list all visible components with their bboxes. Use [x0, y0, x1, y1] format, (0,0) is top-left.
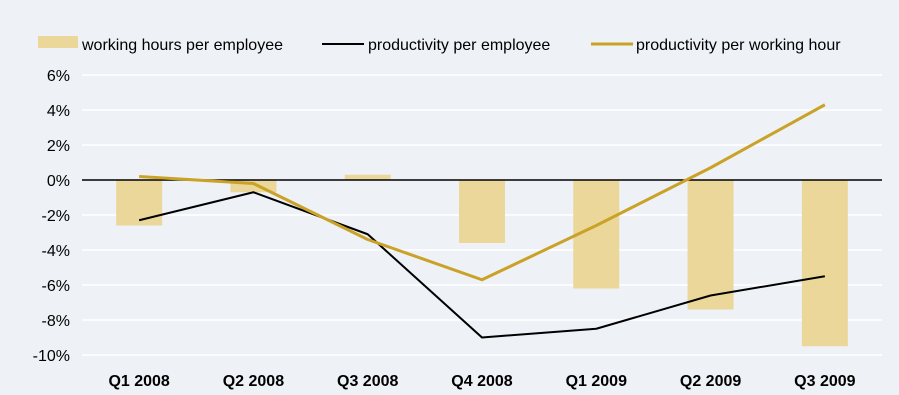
- y-tick-label: -6%: [42, 278, 70, 295]
- y-tick-label: 6%: [47, 68, 70, 85]
- legend-swatch-working-hours: [38, 36, 78, 48]
- x-tick-label: Q2 2008: [223, 373, 284, 390]
- line-series: [138, 103, 826, 339]
- y-tick-label: 4%: [47, 103, 70, 120]
- bar-q2-2009: [687, 180, 734, 310]
- y-tick-label: -10%: [33, 348, 70, 365]
- x-tick-label: Q2 2009: [680, 373, 741, 390]
- legend: working hours per employee productivity …: [38, 36, 841, 54]
- x-tick-label: Q4 2008: [451, 373, 512, 390]
- y-tick-label: -8%: [42, 313, 70, 330]
- gridlines: [82, 74, 882, 356]
- y-tick-label: 2%: [47, 138, 70, 155]
- bar-q4-2008: [459, 180, 505, 243]
- y-axis-ticks: 6% 4% 2% 0% -2% -4% -6% -8% -10%: [33, 68, 70, 365]
- x-tick-label: Q3 2009: [794, 373, 855, 390]
- y-tick-label: 0%: [47, 173, 70, 190]
- x-tick-label: Q1 2008: [108, 373, 169, 390]
- bar-q3-2008: [344, 174, 391, 180]
- bar-q3-2009: [801, 180, 848, 347]
- x-tick-label: Q1 2009: [566, 373, 627, 390]
- y-tick-label: -4%: [42, 243, 70, 260]
- x-axis-ticks: Q1 2008 Q2 2008 Q3 2008 Q4 2008 Q1 2009 Q2 20…: [108, 373, 855, 390]
- bar-q1-2008: [116, 180, 163, 226]
- x-tick-label: Q3 2008: [337, 373, 398, 390]
- y-tick-label: -2%: [42, 208, 70, 225]
- legend-label-productivity-hour: productivity per working hour: [636, 37, 841, 54]
- legend-label-working-hours: working hours per employee: [81, 37, 283, 54]
- legend-label-productivity-employee: productivity per employee: [368, 37, 550, 54]
